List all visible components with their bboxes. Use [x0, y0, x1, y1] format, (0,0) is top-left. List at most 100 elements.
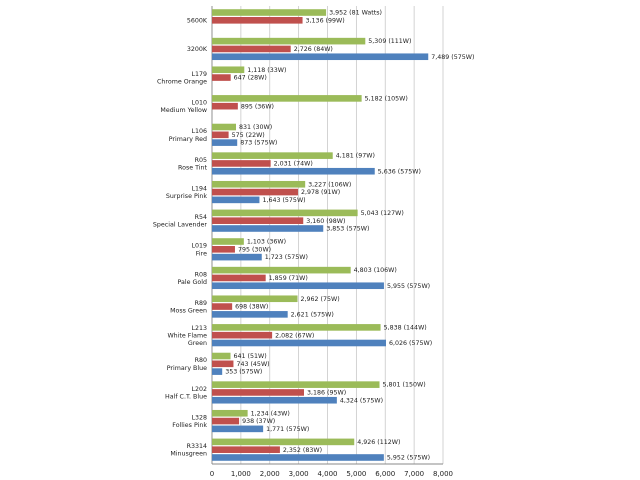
data-label: 2,726 (84W)	[294, 46, 333, 53]
bar	[212, 152, 333, 159]
bar	[212, 360, 234, 368]
data-label: 1,643 (575W)	[262, 197, 305, 204]
data-label: 2,621 (575W)	[291, 311, 334, 318]
data-label: 2,082 (67W)	[275, 332, 314, 339]
bar	[212, 225, 324, 232]
category-label-line: Follies Pink	[172, 422, 207, 429]
bar	[212, 389, 304, 396]
bar	[212, 381, 380, 388]
bar	[212, 74, 231, 81]
category-label-line: R80	[195, 357, 207, 364]
data-label: 698 (38W)	[235, 304, 268, 311]
category-label-line: Moss Green	[170, 308, 207, 315]
data-label: 5,636 (575W)	[378, 168, 421, 175]
bar	[212, 311, 288, 318]
category-label-line: R89	[195, 300, 207, 307]
bar	[212, 246, 235, 253]
x-tick-label: 4,000	[317, 470, 337, 478]
bar	[212, 102, 238, 110]
data-label: 1,118 (33W)	[247, 67, 286, 74]
category-label: L106 Primary Red	[169, 128, 207, 143]
category-label-line: Primary Red	[169, 136, 207, 143]
data-label: 6,026 (575W)	[389, 340, 432, 347]
data-label: 831 (30W)	[239, 124, 272, 131]
category-group: 3200K 5,309 (111W) 2,726 (84W) 7,489 (575W)	[187, 37, 474, 61]
bar	[212, 425, 264, 433]
category-label-line: Rose Tint	[178, 164, 207, 171]
bar	[212, 266, 351, 274]
bar	[212, 282, 384, 290]
x-tick-label: 8,000	[433, 470, 453, 478]
bar	[212, 417, 240, 425]
bar	[212, 409, 248, 417]
bar	[212, 217, 304, 224]
data-label: 4,324 (575W)	[340, 397, 383, 404]
category-label-line: Minusgreen	[170, 451, 207, 458]
bar	[212, 209, 358, 217]
bar	[212, 17, 303, 24]
gridlines	[211, 6, 444, 464]
data-label: 873 (575W)	[240, 140, 277, 147]
category-label-line: L179	[191, 71, 207, 78]
data-label: 1,234 (43W)	[251, 410, 290, 417]
bar	[212, 45, 291, 53]
data-label: 743 (45W)	[236, 361, 269, 368]
category-label: R08 Pale Gold	[178, 271, 207, 286]
category-group: R80 Primary Blue 641 (51W)743 (45W)353 (57…	[167, 352, 270, 376]
data-label: 647 (28W)	[234, 75, 267, 82]
category-label-line: L213	[191, 325, 207, 332]
data-label: 1,771 (575W)	[266, 426, 309, 433]
bar	[212, 66, 245, 74]
data-label: 2,978 (91W)	[301, 189, 340, 196]
category-label: L010 Medium Yellow	[160, 100, 207, 115]
data-label: 3,186 (95W)	[307, 390, 346, 397]
data-label: 5,043 (127W)	[361, 210, 404, 217]
data-label: 3,952 (81 Watts)	[329, 10, 382, 17]
bar	[212, 238, 244, 245]
bar	[212, 274, 266, 282]
bar	[212, 339, 387, 347]
category-label-line: Special Lavender	[153, 222, 208, 229]
category-group: R89 Moss Green 2,962 (75W) 698 (38W) 2,621 (…	[170, 295, 340, 318]
category-group: L194 Surprise Pink 3,227 (106W)2,978 (91W)…	[166, 180, 351, 204]
category-label: R89 Moss Green	[170, 300, 207, 315]
bar	[212, 160, 271, 167]
data-label: 795 (30W)	[238, 246, 271, 253]
bar	[212, 123, 236, 131]
bar	[212, 95, 362, 102]
category-group: L328 Follies Pink 1,234 (43W)938 (37W)1,77…	[172, 409, 309, 433]
category-label: L179 Chrome Orange	[157, 71, 207, 86]
category-label: L194 Surprise Pink	[166, 185, 207, 200]
category-label-line: Half C.T. Blue	[165, 393, 207, 400]
category-label-line: Chrome Orange	[157, 79, 207, 86]
x-tick-label: 7,000	[404, 470, 424, 478]
data-label: 3,227 (106W)	[308, 181, 351, 188]
bar	[212, 9, 327, 16]
bar	[212, 253, 262, 261]
data-label: 3,853 (575W)	[326, 226, 369, 233]
category-label-line: Green	[188, 340, 207, 347]
category-group: R54 Special Lavender 5,043 (127W) 3,160 (98…	[153, 209, 404, 233]
x-tick-label: 0	[210, 470, 214, 478]
category-label-line: R05	[195, 157, 207, 164]
category-label-line: L106	[191, 128, 207, 135]
category-label-line: Primary Blue	[167, 365, 207, 372]
x-tick-label: 3,000	[289, 470, 309, 478]
data-label: 5,952 (575W)	[387, 455, 430, 462]
x-tick-label: 6,000	[375, 470, 395, 478]
data-label: 3,160 (98W)	[306, 218, 345, 225]
bar	[212, 180, 306, 188]
bar	[212, 53, 429, 61]
x-tick-label: 1,000	[231, 470, 251, 478]
category-group: L106 Primary Red 831 (30W)575 (22W)873 (57…	[169, 123, 277, 147]
data-label: 4,181 (97W)	[336, 153, 375, 160]
category-label-line: L202	[191, 386, 207, 393]
bar	[212, 295, 298, 303]
category-group: R05 Rose Tint 4,181 (97W) 2,031 (74W) 5,636 …	[178, 152, 421, 175]
data-label: 2,031 (74W)	[274, 161, 313, 168]
category-label-line: R08	[195, 271, 207, 278]
data-label: 938 (37W)	[242, 418, 275, 425]
category-label: L328 Follies Pink	[172, 414, 207, 429]
data-label: 1,103 (36W)	[247, 239, 286, 246]
